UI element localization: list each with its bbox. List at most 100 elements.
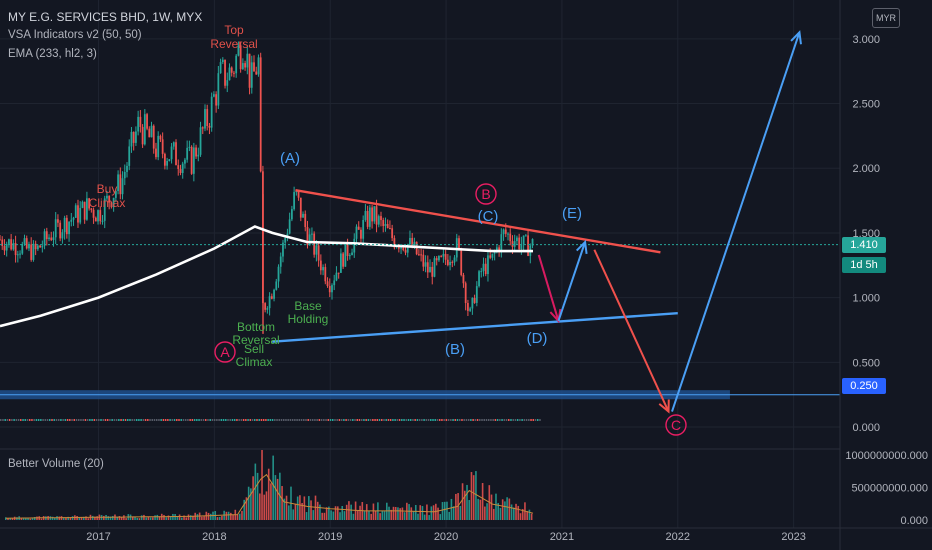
candle-body (422, 254, 425, 267)
vsa-dot (470, 419, 472, 421)
candle-body (507, 233, 509, 235)
vsa-dot (307, 419, 309, 421)
vsa-dot (86, 419, 89, 421)
vsa-dot (122, 419, 125, 421)
vsa-indicator-legend[interactable]: VSA Indicators v2 (50, 50) (8, 29, 142, 41)
vsa-dot (456, 419, 459, 421)
candle-body (106, 195, 108, 199)
candle-body (315, 245, 318, 255)
volume-bar (238, 513, 241, 520)
volume-bar (417, 513, 419, 520)
currency-badge[interactable]: MYR (872, 8, 900, 28)
volume-bar (138, 518, 141, 520)
time-axis[interactable]: 2017 2018 2019 2020 2021 2022 2023 (0, 527, 932, 543)
candle-body (226, 80, 229, 86)
volume-bar (308, 496, 310, 520)
candle-body (235, 55, 238, 74)
vsa-dot (207, 419, 209, 421)
volume-bar (414, 504, 417, 520)
volume-bar (439, 514, 442, 520)
volume-bar (484, 506, 486, 520)
vsa-dot (447, 419, 450, 421)
volume-average-line (5, 473, 534, 519)
candle-body (206, 109, 209, 127)
volume-indicator-legend[interactable]: Better Volume (20) (8, 458, 104, 470)
ema-line (0, 225, 533, 328)
price-axis[interactable]: 3.000 2.500 2.000 1.500 1.000 0.500 0.000 (839, 0, 880, 550)
candle-body (126, 165, 128, 173)
volume-bar (475, 471, 477, 520)
vsa-dot (66, 419, 69, 421)
vsa-dot (231, 419, 234, 421)
volume-bar (450, 498, 453, 520)
vsa-dot (334, 419, 336, 421)
volume-bar (158, 516, 161, 520)
ema-indicator-legend[interactable]: EMA (233, hl2, 3) (8, 48, 97, 60)
volume-bar (510, 504, 513, 520)
vsa-dot (514, 419, 517, 421)
volume-bar (103, 515, 105, 520)
vsa-dot (153, 419, 156, 421)
candle-body (491, 253, 494, 258)
candle-body (250, 62, 253, 88)
candle-body (197, 154, 200, 157)
vsa-dot (298, 419, 301, 421)
vsa-dot (485, 419, 488, 421)
candle-body (0, 239, 1, 241)
candle-body (16, 254, 19, 256)
base-holding-label-2: Holding (288, 312, 329, 326)
volume-bar (343, 511, 346, 520)
volume-bar (149, 517, 152, 520)
volume-bar (33, 517, 36, 520)
candle-body (253, 62, 255, 72)
candle-body (389, 228, 391, 230)
vsa-dot (91, 419, 93, 421)
vsa-dot (2, 419, 4, 421)
candle-body (244, 63, 246, 68)
candle-body (518, 237, 521, 250)
volume-bar (352, 513, 355, 520)
symbol-title[interactable]: MY E.G. SERVICES BHD, 1W, MYX (8, 10, 203, 24)
vsa-dot (115, 419, 118, 421)
vsa-dot (418, 419, 421, 421)
volume-bar (183, 515, 185, 520)
candle-body (148, 128, 151, 138)
volume-bar (397, 507, 399, 520)
volume-bar (468, 500, 471, 520)
volume-bar (321, 512, 323, 520)
volume-bar (526, 511, 528, 520)
vsa-dot (118, 419, 120, 421)
vsa-dot (311, 419, 314, 421)
vsa-dot (218, 419, 220, 421)
vsa-dot (450, 419, 452, 421)
vsa-dot (465, 419, 468, 421)
volume-bar (287, 505, 290, 520)
vsa-dot (296, 419, 298, 421)
last-price-tag: 1.410 (842, 237, 886, 253)
vsa-dot (423, 419, 425, 421)
vsa-dot (438, 419, 441, 421)
candle-body (92, 209, 95, 218)
volume-bar (303, 496, 306, 520)
vsa-dot (60, 419, 62, 421)
grid-lines (0, 0, 840, 528)
candle-body (41, 245, 44, 248)
vsa-dot (22, 419, 24, 421)
vsa-dot (13, 419, 15, 421)
candle-body (409, 237, 411, 245)
vsa-dot (467, 419, 470, 421)
forecast-line-D-E (557, 241, 587, 322)
vsa-dot (367, 419, 370, 421)
volume-bar (301, 503, 303, 520)
candle-body (464, 283, 467, 304)
volume-bar (408, 504, 410, 520)
vsa-dot (356, 419, 358, 421)
vsa-dot (291, 419, 294, 421)
volume-bar (399, 508, 401, 520)
volume-bar (394, 506, 397, 520)
circle-a-label: A (220, 344, 230, 360)
volume-bar (294, 503, 297, 520)
candle-body (39, 245, 42, 248)
volume-bar (305, 512, 308, 520)
